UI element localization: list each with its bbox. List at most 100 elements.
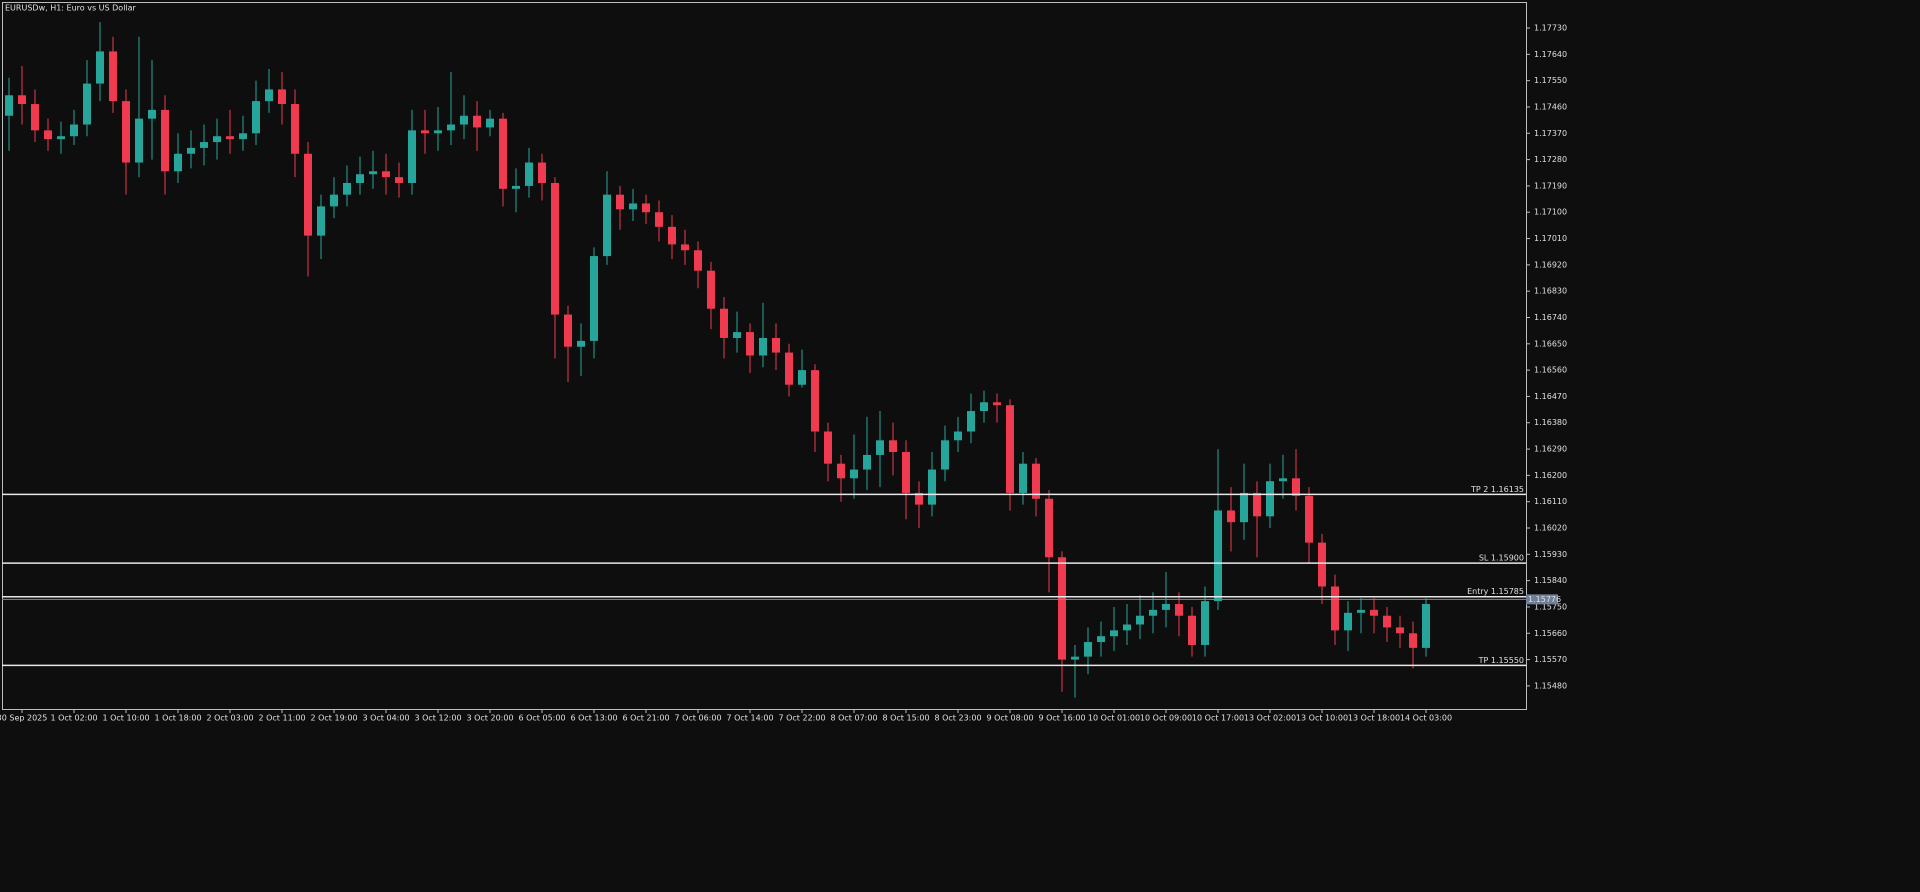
x-tick-label: 3 Oct 12:00 [414,714,461,723]
current-price-label: 1.15776 [1528,595,1561,604]
candle-body [1227,510,1235,523]
candle-body [200,142,208,148]
y-tick-label: 1.16290 [1534,445,1567,454]
y-tick-label: 1.15570 [1534,655,1567,664]
candle-body [590,256,598,341]
candle-body [668,226,676,245]
y-tick-label: 1.17550 [1534,76,1567,85]
y-tick-label: 1.16650 [1534,339,1567,348]
candle-body [226,136,234,140]
candle-body [863,454,871,470]
candle-body [1058,557,1066,660]
candle-body [1214,510,1222,602]
candle-body [1292,478,1300,496]
candle-body [1240,492,1248,523]
candle-body [603,194,611,257]
candle-body [395,177,403,183]
x-tick-label: 10 Oct 09:00 [1140,714,1192,723]
candle-body [811,370,819,432]
candle-body [1097,636,1105,643]
y-tick-label: 1.16200 [1534,471,1567,480]
candle-body [460,115,468,125]
y-tick-label: 1.17280 [1534,155,1567,164]
candle-body [187,147,195,154]
candle-body [824,431,832,464]
candle-body [330,194,338,207]
y-tick-label: 1.17010 [1534,234,1567,243]
x-tick-label: 1 Oct 02:00 [50,714,97,723]
candle-body [915,492,923,505]
candle-body [1032,463,1040,499]
candle-body [746,332,754,356]
candle-body [291,104,299,154]
candle-body [577,340,585,347]
x-tick-label: 3 Oct 04:00 [362,714,409,723]
candle-body [1084,642,1092,657]
y-tick-label: 1.16380 [1534,418,1567,427]
y-tick-label: 1.15750 [1534,602,1567,611]
candle-body [1006,405,1014,493]
x-tick-label: 1 Oct 18:00 [154,714,201,723]
x-tick-label: 10 Oct 17:00 [1192,714,1244,723]
x-tick-label: 13 Oct 02:00 [1244,714,1296,723]
candle-body [239,133,247,140]
candle-body [1357,609,1365,613]
candle-body [83,83,91,125]
level-label: SL 1.15900 [1479,554,1524,563]
candle-body [694,250,702,271]
candle-body [473,115,481,128]
candle-body [1175,604,1183,616]
candle-body [57,136,65,140]
candle-body [31,104,39,131]
candle-body [486,118,494,128]
candle-body [889,440,897,452]
candle-body [538,162,546,183]
candle-body [616,194,624,210]
level-label: TP 2 1.16135 [1470,485,1524,494]
candle-body [1370,609,1378,616]
y-tick-label: 1.17370 [1534,129,1567,138]
candle-body [304,153,312,236]
x-tick-label: 2 Oct 19:00 [310,714,357,723]
candle-body [213,136,221,143]
y-tick-label: 1.16020 [1534,524,1567,533]
candle-body [1253,492,1261,517]
y-tick-label: 1.16740 [1534,313,1567,322]
x-tick-label: 13 Oct 10:00 [1296,714,1348,723]
y-tick-label: 1.17100 [1534,208,1567,217]
candle-body [278,89,286,105]
y-tick-label: 1.15840 [1534,576,1567,585]
candle-body [1136,615,1144,625]
x-tick-label: 8 Oct 23:00 [934,714,981,723]
candle-body [421,130,429,134]
candle-body [954,431,962,441]
candle-body [1045,498,1053,558]
candle-body [967,411,975,432]
candle-body [551,182,559,315]
candle-body [772,337,780,353]
plot-frame [2,2,1527,710]
candle-body [1123,624,1131,631]
candle-body [993,402,1001,406]
y-tick-label: 1.17640 [1534,50,1567,59]
candle-body [941,440,949,470]
y-tick-label: 1.15480 [1534,681,1567,690]
candle-body [902,451,910,493]
candle-body [1279,478,1287,482]
candle-body [1383,615,1391,628]
candle-body [928,469,936,505]
candle-body [356,174,364,183]
candle-body [447,124,455,131]
candle-body [681,244,689,251]
candle-body [44,130,52,140]
x-tick-label: 30 Sep 2025 [0,714,47,723]
candle-body [512,185,520,189]
candle-body [96,51,104,84]
candle-body [122,101,130,163]
candle-body [629,203,637,210]
candle-body [343,182,351,195]
candle-body [18,95,26,105]
